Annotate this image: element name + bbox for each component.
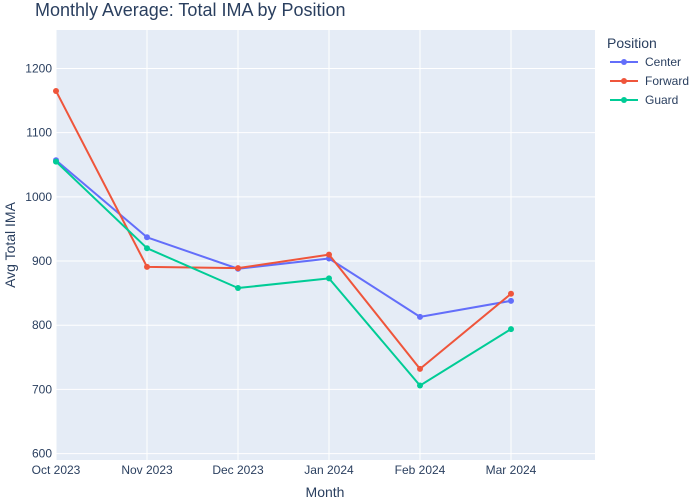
data-point: [144, 234, 150, 241]
series-line-forward: [55, 90, 512, 370]
y-tick-label: 1000: [25, 190, 52, 204]
series-line-center: [55, 159, 512, 318]
chart-title: Monthly Average: Total IMA by Position: [35, 0, 346, 20]
legend-item-forward[interactable]: Forward: [610, 74, 689, 88]
y-tick-label: 900: [32, 254, 52, 268]
series-forward: [53, 87, 514, 372]
x-tick-label: Dec 2023: [212, 463, 264, 477]
data-point: [235, 265, 241, 272]
legend-marker: [621, 97, 627, 103]
legend-marker: [621, 78, 627, 84]
y-tick-label: 600: [32, 447, 52, 461]
series-layer: [53, 87, 514, 389]
x-tick-label: Feb 2024: [395, 463, 446, 477]
data-point: [144, 263, 150, 270]
gridlines: [55, 30, 595, 460]
y-tick-label: 1100: [26, 126, 52, 140]
plot-area: [56, 30, 595, 460]
data-point: [53, 87, 59, 94]
legend-label: Forward: [645, 74, 689, 88]
data-point: [144, 245, 150, 252]
data-point: [417, 365, 423, 372]
data-point: [508, 297, 514, 304]
data-point: [326, 275, 332, 282]
data-point: [235, 285, 241, 291]
data-point: [53, 158, 59, 165]
legend-title: Position: [607, 35, 657, 51]
x-tick-label: Jan 2024: [304, 463, 354, 477]
legend-item-guard[interactable]: Guard: [610, 93, 678, 107]
y-tick-label: 800: [32, 318, 52, 332]
data-point: [508, 326, 514, 333]
legend-item-center[interactable]: Center: [610, 55, 681, 69]
legend: Position Center Forward Guard: [607, 35, 689, 107]
y-tick-label: 700: [32, 382, 52, 396]
tick-labels: 600 700 800 900 1000 1100 1200 Oct 2023 Nov 2023…: [25, 62, 536, 477]
x-tick-label: Oct 2023: [32, 463, 81, 477]
series-line-guard: [55, 160, 512, 387]
data-point: [326, 251, 332, 258]
legend-label: Guard: [645, 93, 678, 107]
data-point: [417, 382, 423, 389]
y-tick-label: 1200: [25, 62, 52, 76]
x-tick-label: Nov 2023: [121, 463, 173, 477]
data-point: [417, 313, 423, 320]
x-axis-label: Month: [306, 484, 345, 500]
legend-marker: [621, 59, 627, 65]
data-point: [508, 290, 514, 297]
x-tick-label: Mar 2024: [486, 463, 537, 477]
series-guard: [53, 158, 514, 389]
y-axis-label: Avg Total IMA: [2, 201, 18, 288]
legend-label: Center: [645, 55, 681, 69]
